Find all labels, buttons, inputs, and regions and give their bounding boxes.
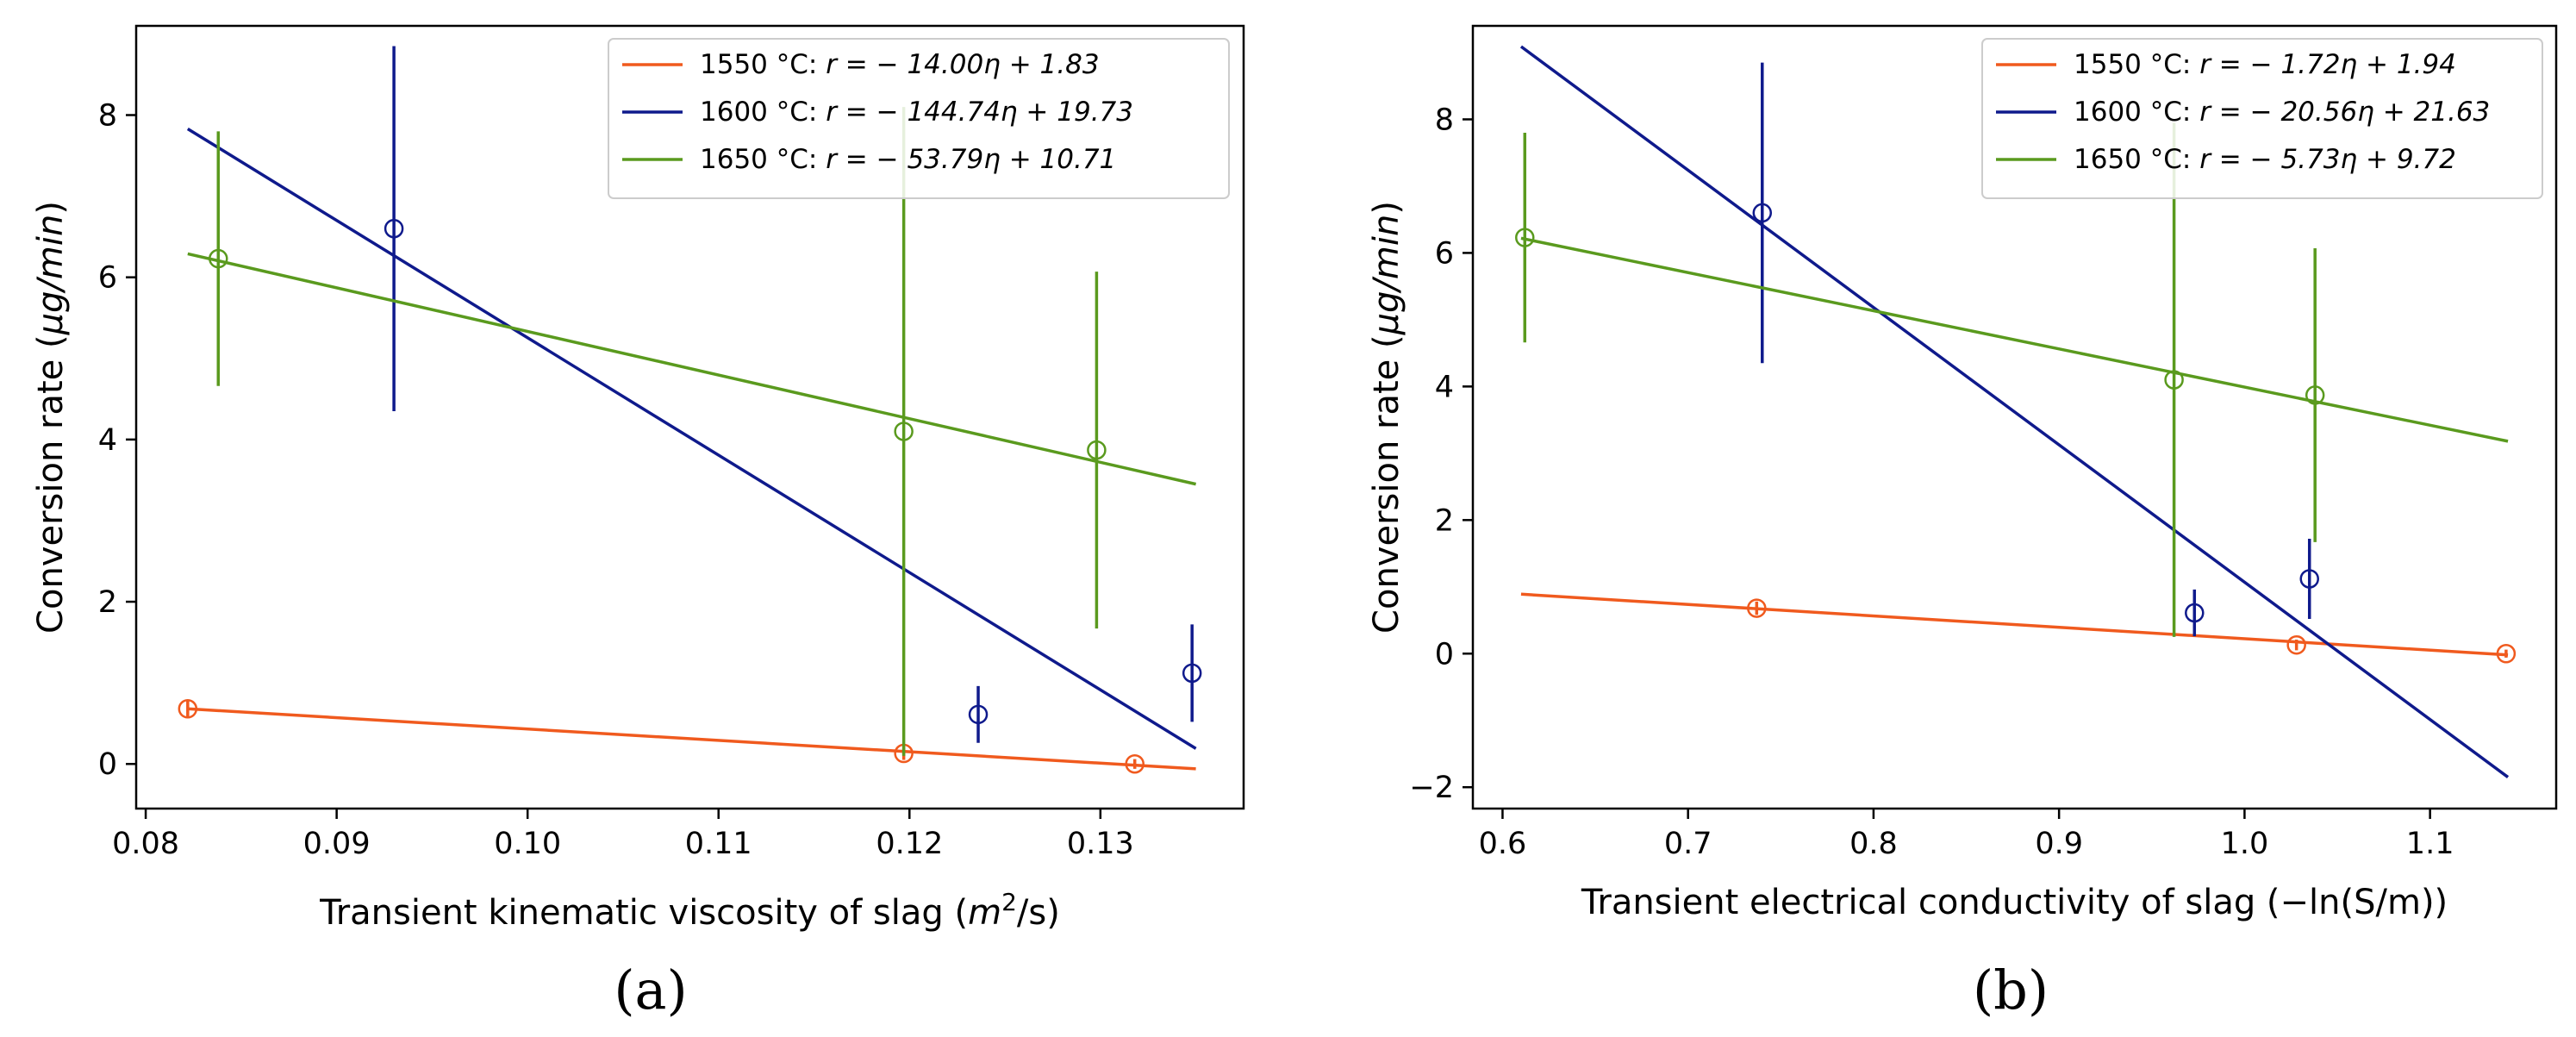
y-axis-label: Conversion rate (μg/min) [31,201,71,634]
data-point-1550 [2286,634,2306,655]
chart-panel-0: 0.08 0.09 0.10 0.11 0.12 0.13 0 2 4 6 8 Transient k… [31,24,1245,1021]
y-tick-label: 8 [98,99,117,134]
legend-entry-1600: 1600 °C: r = − 20.56η + 21.63 [2074,97,2490,128]
chart-panel-1: 0.6 0.7 0.8 0.9 1.0 1.1 −2 0 2 4 6 8 Transient elect… [1367,24,2558,1021]
data-point-1550 [1747,598,1767,618]
plot-frame [1471,24,2558,810]
y-tick-label: 2 [1435,503,1454,538]
data-layer [178,46,1202,774]
data-point-1600 [968,704,989,725]
x-axis-label: Transient kinematic viscosity of slag (m… [319,888,1060,934]
legend-entry-1650: 1650 °C: r = − 5.73η + 9.72 [2074,144,2456,175]
x-tick-label: 0.9 [2035,827,2083,861]
data-point-1550 [2496,644,2517,664]
y-tick-label: 4 [1435,370,1454,404]
y-tick-label: 0 [1435,637,1454,672]
y-tick-label: 0 [98,747,117,782]
x-tick-label: 0.11 [685,827,752,861]
x-tick-label: 0.12 [876,827,943,861]
data-point-1550 [1125,753,1145,774]
data-point-1650 [209,248,228,269]
x-tick-label: 0.7 [1664,827,1712,861]
y-tick-label: 6 [98,261,117,296]
data-point-1600 [1752,203,1773,223]
legend: 1550 °C: r = − 1.72η + 1.94 1600 °C: r = … [1981,38,2543,199]
y-axis-label: Conversion rate (μg/min) [1367,201,1407,634]
fit-line-1650 [1520,236,2509,443]
legend-entry-1550: 1550 °C: r = − 14.00η + 1.83 [700,49,1100,80]
data-point-1600 [384,218,404,239]
fit-line-1650 [187,252,1197,486]
data-point-1650 [1087,440,1107,460]
panel-label: (b) [1973,959,2049,1021]
x-tick-label: 0.08 [112,827,179,861]
data-layer [1515,45,2517,778]
x-tick-label: 1.0 [2221,827,2269,861]
fit-line-1600 [1519,45,2510,778]
x-tick-label: 0.10 [494,827,561,861]
x-tick-label: 1.1 [2406,827,2454,861]
fit-line-1550 [1520,592,2509,657]
data-point-1650 [1515,228,1535,247]
data-point-1650 [2164,370,2184,390]
legend-entry-1650: 1650 °C: r = − 53.79η + 10.71 [700,144,1116,175]
data-point-1650 [2305,385,2325,405]
data-point-1600 [2185,603,2205,623]
legend-entry-1550: 1550 °C: r = − 1.72η + 1.94 [2074,49,2456,80]
data-point-1550 [178,699,198,719]
x-tick-label: 0.09 [303,827,371,861]
x-tick-label: 0.6 [1479,827,1527,861]
x-axis-label: Transient electrical conductivity of sla… [1581,883,2448,922]
y-tick-label: −2 [1409,771,1454,805]
x-tick-label: 0.13 [1067,827,1134,861]
plot-frame [134,24,1245,810]
data-point-1600 [2299,569,2319,589]
y-tick-label: 4 [98,423,117,458]
panel-label: (a) [614,959,687,1021]
y-tick-label: 6 [1435,236,1454,271]
legend-entry-1600: 1600 °C: r = − 144.74η + 19.73 [700,97,1133,128]
legend-box [1981,38,2543,199]
data-point-1650 [894,422,914,441]
x-tick-label: 0.8 [1849,827,1898,861]
legend-box [608,38,1230,199]
fit-line-1550 [187,707,1196,771]
y-tick-label: 8 [1435,103,1454,137]
fit-line-1600 [186,128,1197,750]
data-point-1600 [1182,663,1202,684]
y-tick-label: 2 [98,585,117,620]
legend: 1550 °C: r = − 14.00η + 1.83 1600 °C: r =… [608,38,1230,199]
